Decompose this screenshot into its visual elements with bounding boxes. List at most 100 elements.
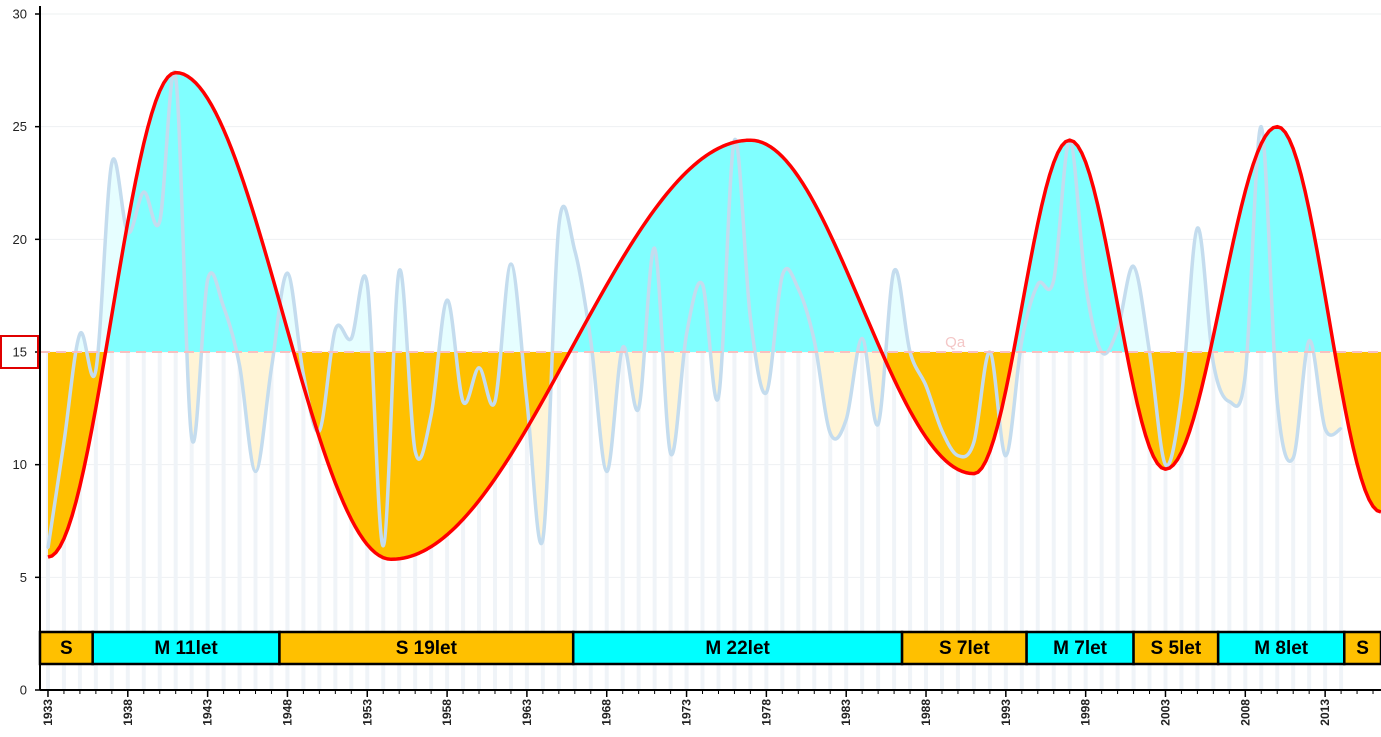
annual-point: [813, 339, 816, 342]
annual-point: [1180, 395, 1183, 399]
annual-point: [78, 332, 82, 336]
year-stripe: [908, 352, 913, 690]
annual-point: [382, 544, 385, 547]
x-tick-label: 2008: [1238, 699, 1252, 726]
annual-point: [206, 278, 209, 282]
year-stripe: [1019, 352, 1024, 690]
year-stripe: [1051, 352, 1056, 690]
annual-point: [749, 317, 752, 320]
x-tick-label: 1998: [1079, 699, 1093, 726]
year-stripe: [508, 352, 513, 690]
year-stripe: [93, 352, 98, 690]
x-tick-label: 1988: [919, 699, 933, 726]
phase-band-layer: S M 11let S 19let M 22let S 7let M 7let S 5let…: [38, 630, 1381, 666]
x-tick-label: 1933: [41, 699, 55, 726]
annual-point: [956, 454, 960, 457]
year-stripe: [237, 352, 242, 690]
annual-point: [860, 337, 864, 340]
year-stripe: [620, 352, 625, 690]
year-stripe: [892, 352, 897, 690]
year-stripe: [477, 352, 482, 690]
year-stripe: [221, 352, 226, 690]
year-stripe: [1307, 352, 1312, 690]
axes-layer: 0 5 10 15 20 25 30 1933 1938 1943 1948 1953 1958 1963…: [0, 6, 1381, 726]
annual-point: [1307, 339, 1311, 342]
year-stripe: [141, 352, 146, 690]
year-stripe: [1243, 352, 1248, 690]
annual-point: [621, 346, 624, 349]
year-stripe: [269, 352, 274, 690]
annual-point: [461, 400, 465, 403]
year-stripe: [333, 352, 338, 690]
y-tick-label: 5: [20, 570, 27, 585]
y-tick-label: 25: [13, 119, 27, 134]
annual-point: [1116, 328, 1119, 331]
phase-label: M 7let: [1053, 638, 1108, 659]
annual-point: [222, 305, 225, 309]
year-stripe: [780, 352, 785, 690]
dry-phase-fill: [47, 352, 1381, 560]
annual-point: [844, 418, 848, 421]
annual-point: [924, 384, 928, 387]
year-stripe: [1227, 352, 1232, 690]
annual-point: [1036, 283, 1039, 286]
x-tick-label: 1968: [600, 699, 614, 726]
year-stripe: [492, 352, 497, 690]
x-tick-label: 1953: [360, 699, 374, 726]
annual-point: [493, 400, 497, 403]
year-stripe: [1115, 352, 1120, 690]
year-stripe: [285, 352, 290, 690]
x-tick-label: 1948: [280, 699, 294, 726]
year-stripe: [1275, 352, 1280, 690]
annual-point: [286, 271, 289, 275]
annual-point: [717, 395, 720, 399]
wet-phase-band: [91, 630, 281, 666]
year-stripe: [828, 352, 833, 690]
year-stripe: [1067, 352, 1072, 690]
year-stripe: [1083, 352, 1088, 690]
annual-point: [477, 366, 481, 369]
annual-point: [573, 249, 577, 252]
annual-point: [1212, 362, 1215, 365]
annual-point: [1323, 427, 1327, 430]
year-stripe: [1099, 352, 1104, 690]
annual-point: [892, 269, 896, 273]
wet-phase-band: [1025, 630, 1135, 666]
year-stripe: [684, 352, 689, 690]
annual-point: [1260, 125, 1263, 128]
phase-label: M 11let: [154, 638, 218, 659]
annual-point: [238, 364, 241, 367]
year-stripe: [572, 352, 577, 690]
annual-point: [1084, 283, 1087, 286]
y-tick-label: 20: [13, 232, 27, 247]
year-stripe: [955, 352, 960, 690]
annual-point: [829, 431, 832, 435]
year-stripe: [205, 352, 210, 690]
y-tick-highlight-box: [0, 335, 39, 369]
annual-point: [1020, 339, 1024, 342]
smoothed-curve-layer: [40, 70, 1381, 562]
year-stripe: [1323, 352, 1328, 690]
year-stripe: [1339, 352, 1344, 690]
phase-label: S 19let: [396, 638, 458, 659]
annual-point: [637, 407, 640, 410]
year-stripe: [301, 352, 306, 690]
year-stripe: [317, 352, 322, 690]
year-stripe: [924, 352, 929, 690]
annual-point: [174, 75, 177, 79]
year-stripe: [636, 352, 641, 690]
year-stripe: [812, 352, 817, 690]
annual-point: [781, 274, 784, 277]
year-stripe: [732, 352, 737, 690]
phase-label: S 7let: [939, 638, 990, 659]
annual-point: [685, 332, 688, 336]
annual-point: [701, 283, 704, 286]
year-stripe: [1131, 352, 1136, 690]
annual-point: [429, 413, 433, 417]
year-stripe: [604, 352, 609, 690]
annual-point: [525, 400, 529, 403]
year-stripe: [253, 352, 258, 690]
year-stripe: [1163, 352, 1168, 690]
dry-phase-band: [278, 630, 575, 666]
